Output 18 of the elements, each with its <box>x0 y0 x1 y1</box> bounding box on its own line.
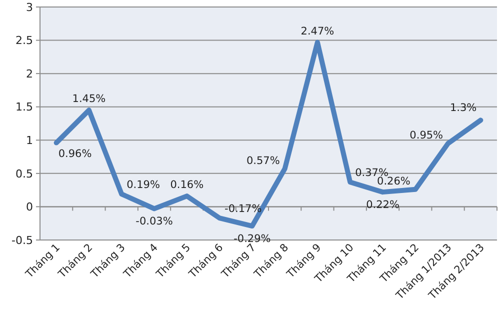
data-label: 0.22% <box>366 199 400 212</box>
y-tick-label: 2.5 <box>16 34 33 48</box>
data-label: 0.57% <box>246 154 280 167</box>
data-label: -0.03% <box>136 216 173 228</box>
y-tick-label: 0 <box>26 200 33 214</box>
data-label: 2.47% <box>300 25 334 38</box>
y-tick-label: 2 <box>26 67 33 80</box>
data-label: 0.96% <box>58 148 92 160</box>
y-tick-label: 1.5 <box>16 100 33 114</box>
data-label: 1.3% <box>450 102 477 114</box>
y-tick-label: 0.5 <box>16 167 33 180</box>
data-label: 0.19% <box>126 179 160 192</box>
data-label: 0.95% <box>410 129 444 142</box>
data-label: 0.16% <box>170 179 204 192</box>
y-tick-label: 1 <box>26 134 33 147</box>
y-tick-label: -0.5 <box>12 234 33 247</box>
data-label: 1.45% <box>72 93 106 106</box>
y-tick-label: 3 <box>26 0 33 14</box>
